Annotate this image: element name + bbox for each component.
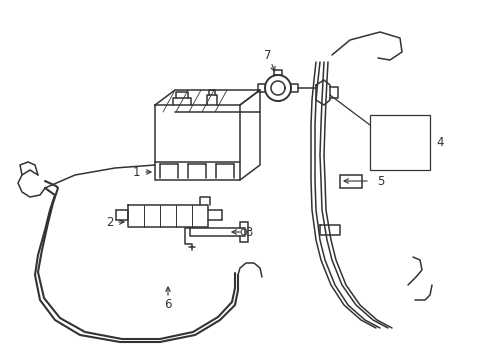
Text: 3: 3 bbox=[245, 225, 252, 239]
Bar bbox=[369, 115, 429, 170]
Text: 7: 7 bbox=[264, 49, 271, 62]
Text: 6: 6 bbox=[164, 298, 171, 311]
Text: 4: 4 bbox=[435, 135, 443, 149]
Text: 2: 2 bbox=[106, 216, 114, 229]
Bar bbox=[339, 175, 361, 188]
Text: 5: 5 bbox=[376, 175, 384, 188]
Text: 1: 1 bbox=[132, 166, 140, 179]
